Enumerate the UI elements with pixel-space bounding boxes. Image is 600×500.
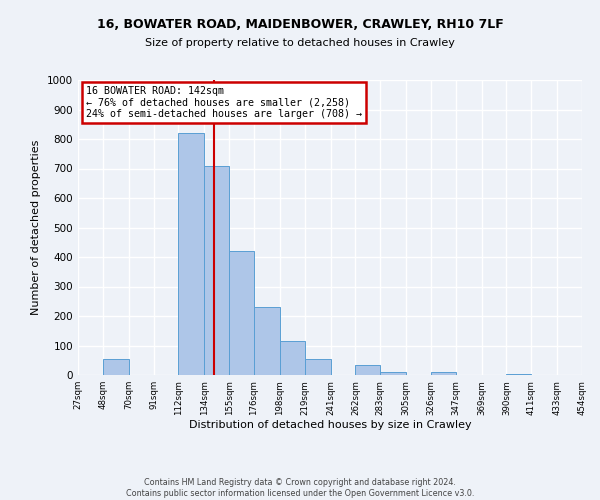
Bar	[380, 372, 406, 375]
Bar	[355, 364, 380, 375]
Bar	[254, 307, 280, 375]
Bar	[305, 359, 331, 375]
Bar	[204, 166, 229, 375]
Text: 16 BOWATER ROAD: 142sqm
← 76% of detached houses are smaller (2,258)
24% of semi: 16 BOWATER ROAD: 142sqm ← 76% of detache…	[86, 86, 362, 119]
Text: 16, BOWATER ROAD, MAIDENBOWER, CRAWLEY, RH10 7LF: 16, BOWATER ROAD, MAIDENBOWER, CRAWLEY, …	[97, 18, 503, 30]
Bar	[431, 372, 456, 375]
X-axis label: Distribution of detached houses by size in Crawley: Distribution of detached houses by size …	[188, 420, 472, 430]
Text: Contains HM Land Registry data © Crown copyright and database right 2024.
Contai: Contains HM Land Registry data © Crown c…	[126, 478, 474, 498]
Bar	[178, 133, 204, 375]
Bar	[229, 251, 254, 375]
Bar	[103, 359, 129, 375]
Text: Size of property relative to detached houses in Crawley: Size of property relative to detached ho…	[145, 38, 455, 48]
Bar	[506, 374, 531, 375]
Bar	[280, 341, 305, 375]
Y-axis label: Number of detached properties: Number of detached properties	[31, 140, 41, 315]
